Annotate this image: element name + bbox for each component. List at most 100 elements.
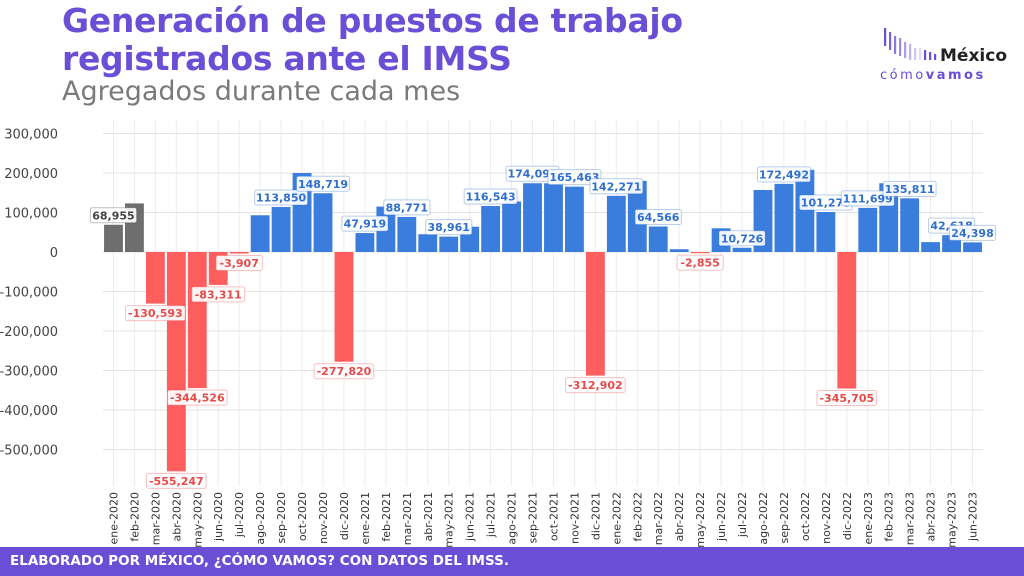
bar bbox=[187, 252, 207, 389]
data-label-box bbox=[882, 180, 937, 197]
bar bbox=[104, 224, 123, 252]
data-label: -83,311 bbox=[195, 288, 242, 301]
x-tick-label: mar-2021 bbox=[401, 492, 414, 545]
bar bbox=[523, 183, 542, 252]
data-label-box bbox=[254, 189, 309, 206]
bar bbox=[439, 236, 459, 252]
data-label: 174,096 bbox=[507, 168, 557, 181]
x-tick-label: feb-2021 bbox=[380, 492, 393, 542]
bar bbox=[963, 242, 982, 252]
data-label-box bbox=[383, 199, 431, 216]
bar-chart: 300,000 200,000 100,000 0 -100,000 -200,000 -3… bbox=[0, 120, 997, 547]
bar bbox=[250, 215, 270, 252]
x-tick-label: ene-2022 bbox=[610, 492, 623, 544]
data-label-box bbox=[948, 224, 997, 241]
y-tick-label: 200,000 bbox=[4, 167, 58, 182]
data-label: -130,593 bbox=[128, 307, 183, 320]
data-label: 68,955 bbox=[92, 209, 134, 222]
bar bbox=[837, 252, 857, 389]
x-tick-label: ene-2020 bbox=[107, 492, 120, 544]
x-tick-label: jun-2020 bbox=[212, 492, 225, 542]
x-tick-label: dic-2021 bbox=[589, 492, 602, 540]
data-label-box bbox=[313, 363, 375, 380]
x-tick-label: ago-2021 bbox=[506, 492, 519, 545]
x-tick-label: oct-2020 bbox=[296, 492, 309, 541]
data-label-box bbox=[840, 190, 895, 207]
x-tick-label: jun-2022 bbox=[715, 492, 728, 542]
data-label-box bbox=[718, 230, 766, 247]
logo-text-vamos: vamos bbox=[925, 68, 986, 83]
x-tick-label: jul-2020 bbox=[233, 492, 246, 538]
x-tick-label: ago-2020 bbox=[254, 492, 267, 545]
x-tick-label: dic-2020 bbox=[338, 492, 351, 540]
bar bbox=[732, 247, 752, 252]
bar bbox=[669, 249, 689, 252]
data-label: 113,850 bbox=[256, 192, 306, 205]
data-label: -344,526 bbox=[170, 392, 225, 405]
logo-text-mexico: México bbox=[940, 46, 1007, 66]
data-label: 64,566 bbox=[637, 211, 680, 224]
x-tick-label: may-2020 bbox=[191, 492, 204, 547]
mexico-como-vamos-logo: México cómovamos bbox=[880, 26, 1020, 86]
bar bbox=[858, 207, 878, 252]
y-tick-label: 100,000 bbox=[4, 207, 58, 222]
bar bbox=[648, 226, 668, 252]
bar bbox=[585, 252, 605, 376]
x-tick-label: mar-2020 bbox=[149, 492, 162, 545]
x-tick-label: sep-2021 bbox=[527, 492, 540, 543]
data-label: -2,855 bbox=[680, 257, 719, 270]
data-label-box bbox=[816, 390, 878, 407]
x-tick-label: sep-2022 bbox=[778, 492, 791, 543]
x-tick-label: abr-2021 bbox=[422, 492, 435, 542]
data-label: 165,463 bbox=[549, 171, 599, 184]
logo-text-como-vamos: cómovamos bbox=[880, 68, 986, 83]
x-tick-label: may-2022 bbox=[694, 492, 707, 547]
data-label: -312,902 bbox=[568, 379, 623, 392]
bar bbox=[565, 186, 584, 252]
data-label: 10,726 bbox=[721, 232, 764, 245]
data-label: -345,705 bbox=[819, 392, 874, 405]
logo-bars-icon bbox=[884, 28, 937, 60]
data-label: 116,543 bbox=[466, 190, 516, 203]
x-tick-label: feb-2020 bbox=[128, 492, 141, 542]
data-label-box bbox=[215, 255, 263, 272]
data-label-box bbox=[341, 215, 389, 232]
y-tick-label: -500,000 bbox=[0, 444, 58, 459]
bar bbox=[397, 216, 417, 252]
x-tick-label: dic-2022 bbox=[841, 492, 854, 540]
data-label-box bbox=[565, 377, 626, 394]
bar bbox=[229, 252, 249, 254]
bar bbox=[145, 252, 165, 304]
data-label-box bbox=[296, 175, 350, 192]
data-label: -555,247 bbox=[149, 475, 204, 488]
y-tick-label: -400,000 bbox=[0, 404, 58, 419]
x-tick-label: may-2023 bbox=[946, 492, 959, 547]
data-label: 148,719 bbox=[298, 178, 348, 191]
data-label: -3,907 bbox=[220, 257, 259, 270]
x-tick-label: nov-2020 bbox=[317, 492, 330, 544]
bar bbox=[795, 169, 815, 252]
data-label: -277,820 bbox=[317, 365, 372, 378]
x-tick-label: feb-2023 bbox=[883, 492, 896, 542]
data-label: 142,271 bbox=[591, 180, 641, 193]
data-label: 101,275 bbox=[801, 196, 851, 209]
data-label-box bbox=[89, 207, 138, 224]
bar bbox=[690, 252, 710, 254]
bar bbox=[418, 234, 438, 252]
footer-credit: ELABORADO POR MÉXICO, ¿CÓMO VAMOS? CON D… bbox=[0, 547, 1024, 576]
data-label: 24,398 bbox=[951, 227, 993, 240]
data-label-box bbox=[634, 208, 682, 225]
y-tick-label: -100,000 bbox=[0, 286, 58, 301]
x-tick-label: jun-2021 bbox=[464, 492, 477, 542]
data-label: 135,811 bbox=[885, 183, 935, 196]
x-tick-label: abr-2023 bbox=[925, 492, 938, 542]
x-tick-label: ene-2021 bbox=[359, 492, 372, 544]
bar bbox=[334, 252, 354, 362]
x-tick-label: ago-2022 bbox=[757, 492, 770, 545]
bar bbox=[921, 242, 941, 252]
x-tick-label: mar-2022 bbox=[652, 492, 665, 545]
bar bbox=[355, 233, 375, 252]
x-tick-label: mar-2023 bbox=[904, 492, 917, 545]
data-label-box bbox=[676, 254, 724, 271]
bar bbox=[816, 211, 836, 252]
